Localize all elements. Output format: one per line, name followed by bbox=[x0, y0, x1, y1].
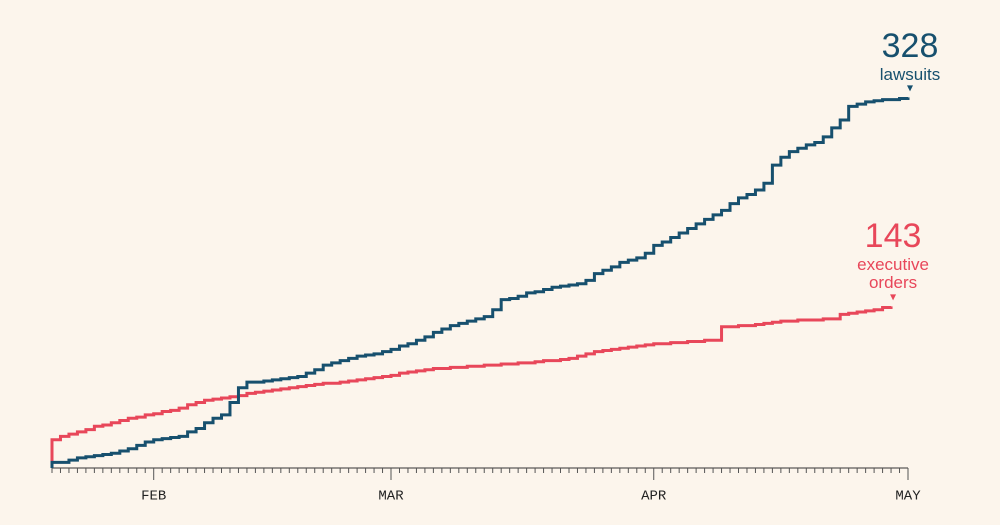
end-annotation: 328 lawsuits bbox=[879, 27, 941, 84]
x-tick-label: FEB bbox=[141, 489, 166, 505]
x-tick-label: MAY bbox=[895, 489, 921, 505]
x-tick-label: APR bbox=[641, 489, 667, 505]
end-value: 328 bbox=[881, 27, 939, 66]
x-tick-label: MAR bbox=[378, 489, 404, 505]
end-marker bbox=[890, 294, 897, 301]
series-line bbox=[50, 96, 910, 468]
series-name: lawsuits bbox=[879, 64, 941, 84]
end-annotation: 143 executive orders bbox=[843, 217, 943, 294]
end-marker bbox=[907, 85, 913, 92]
series-name: executive orders bbox=[857, 255, 929, 293]
end-value: 143 bbox=[864, 217, 922, 256]
series-line bbox=[50, 306, 893, 468]
